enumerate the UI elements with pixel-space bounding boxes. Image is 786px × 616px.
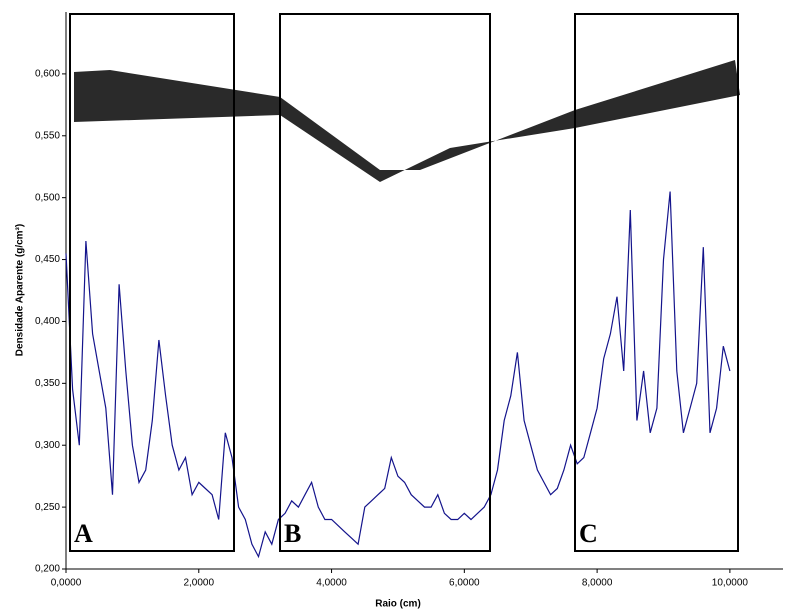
y-tick-label: 0,250 xyxy=(35,502,60,513)
region-label: C xyxy=(579,519,598,548)
region-label: B xyxy=(284,519,301,548)
x-tick-label: 6,0000 xyxy=(449,578,480,589)
x-tick-label: 8,0000 xyxy=(582,578,613,589)
x-tick-label: 4,0000 xyxy=(316,578,347,589)
y-tick-label: 0,600 xyxy=(35,69,60,80)
y-tick-label: 0,500 xyxy=(35,192,60,203)
x-tick-label: 2,0000 xyxy=(183,578,214,589)
y-tick-label: 0,300 xyxy=(35,440,60,451)
region-label: A xyxy=(74,519,93,548)
data-line xyxy=(65,191,731,559)
y-tick-label: 0,450 xyxy=(35,254,60,265)
x-axis-label: Raio (cm) xyxy=(375,599,421,610)
wood-sample-photo xyxy=(74,60,740,182)
region-box xyxy=(69,13,235,552)
x-tick-label: 10,0000 xyxy=(712,578,749,589)
y-axis-label: Densidade Aparente (g/cm³) xyxy=(15,224,26,356)
y-tick-label: 0,200 xyxy=(35,564,60,575)
y-tick-label: 0,400 xyxy=(35,316,60,327)
y-tick-label: 0,550 xyxy=(35,130,60,141)
region-box xyxy=(279,13,491,552)
x-tick-label: 0,0000 xyxy=(51,578,82,589)
y-tick-label: 0,350 xyxy=(35,378,60,389)
region-box xyxy=(574,13,739,552)
